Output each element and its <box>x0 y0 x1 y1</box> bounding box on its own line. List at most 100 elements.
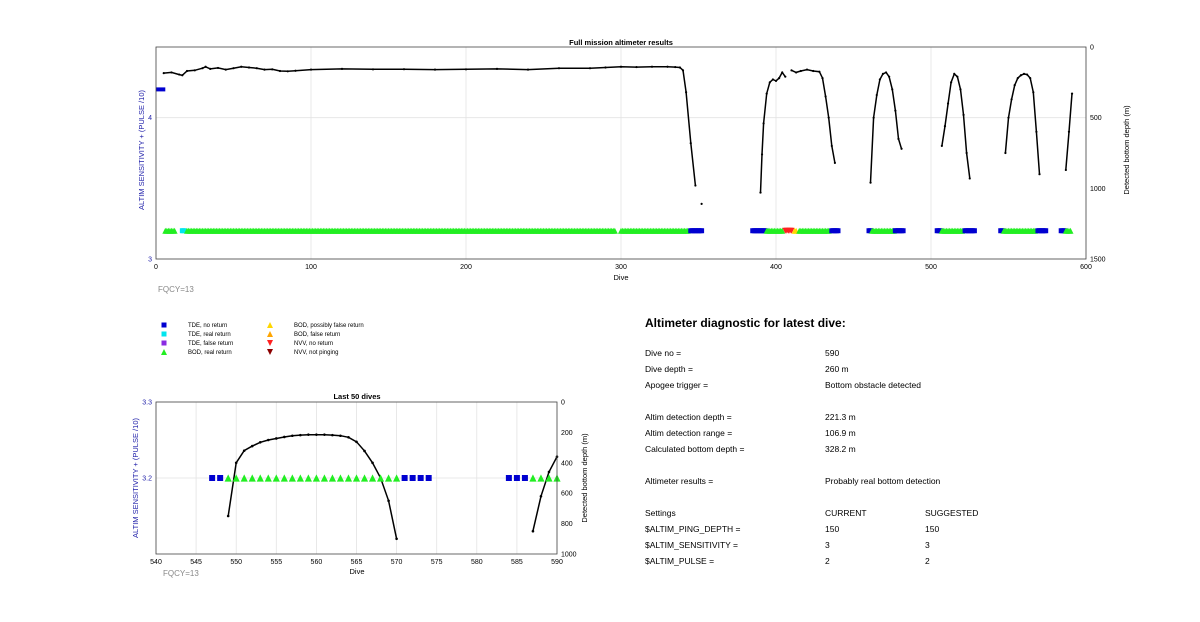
bottom-depth-point <box>1019 74 1023 77</box>
marker-tde-no <box>868 228 874 234</box>
x-tick-label: 540 <box>150 559 162 566</box>
bottom-depth-point <box>234 461 238 465</box>
marker-bod-real <box>320 474 329 482</box>
legend-swatch-bod-false <box>267 331 273 337</box>
legend-swatch-tde-no <box>161 322 167 328</box>
bottom-depth-point <box>1016 76 1019 80</box>
marker-tde-no <box>513 475 520 481</box>
y-left-tick-label: 3.2 <box>142 476 152 483</box>
bottom-depth-point <box>784 75 787 78</box>
bottom-x-axis-label: Dive <box>349 567 364 576</box>
marker-bod-real <box>256 474 264 482</box>
bottom-depth-point <box>762 122 765 125</box>
bottom-depth-point <box>283 435 286 439</box>
marker-bod-real <box>611 227 618 234</box>
bottom-depth-point <box>495 67 499 71</box>
bottom-depth-point <box>387 499 390 503</box>
bottom-depth-point <box>258 440 262 444</box>
pulse-label: $ALTIM_PULSE = <box>645 556 715 566</box>
bottom-depth-point <box>790 69 793 72</box>
bottom-depth-point <box>531 529 535 533</box>
y-right-tick-label: 600 <box>561 491 573 498</box>
bottom-depth-point <box>371 68 375 71</box>
bottom-depth-point <box>778 76 781 80</box>
bottom-depth-point <box>666 65 669 68</box>
bottom-depth-point <box>1004 151 1007 155</box>
settings-label: Settings <box>645 508 676 518</box>
bottom-depth-point <box>185 69 189 73</box>
y-right-tick-label: 1000 <box>561 552 577 559</box>
marker-bod-real <box>384 474 393 482</box>
bottom-depth-point <box>216 66 220 70</box>
bottom-depth-point <box>953 72 956 75</box>
bottom-depth-point <box>339 434 342 438</box>
bottom-depth-point <box>209 67 212 71</box>
altim-detection-range-label: Altim detection range = <box>645 428 733 438</box>
marker-bod-real <box>344 474 353 482</box>
x-tick-label: 545 <box>190 559 202 566</box>
bottom-depth-point <box>547 470 551 474</box>
bottom-depth-point <box>768 81 771 84</box>
bottom-depth-point <box>674 65 677 69</box>
marker-bod-real <box>232 474 240 482</box>
legend-label: NVV, not pinging <box>294 350 338 356</box>
bottom-depth-point <box>309 68 313 71</box>
bottom-depth-point <box>193 69 196 72</box>
bottom-depth-point <box>635 65 638 69</box>
altimeter-results-label: Altimeter results = <box>645 476 714 486</box>
y-right-tick-label: 800 <box>561 521 573 528</box>
bottom-depth-point <box>247 66 251 69</box>
bottom-depth-point <box>201 67 204 70</box>
marker-nvv-no <box>788 227 795 234</box>
marker-tde-no <box>699 228 705 234</box>
bottom-depth-point <box>799 69 802 73</box>
bottom-depth-point <box>255 67 258 70</box>
y-left-tick-label: 4 <box>148 115 152 122</box>
legend-label: NVV, no return <box>294 341 333 347</box>
x-tick-label: 0 <box>154 264 158 271</box>
altimeter-diagnostic-panel: Altimeter diagnostic for latest dive: Di… <box>645 312 1125 582</box>
bottom-depth-point <box>557 67 561 70</box>
altim-detection-depth-label: Altim detection depth = <box>645 412 732 422</box>
bottom-depth-point <box>226 514 230 518</box>
x-tick-label: 585 <box>511 559 523 566</box>
top-x-axis-label: Dive <box>613 273 628 282</box>
bottom-fqcy-note: FQCY=13 <box>163 569 199 578</box>
bottom-depth-point <box>181 74 184 77</box>
y-left-tick-label: 3.3 <box>142 400 152 407</box>
bottom-depth-point <box>959 88 962 91</box>
bottom-y-axis-left-label: ALTIM SENSITIVITY + (PULSE /10) <box>131 418 140 538</box>
bottom-depth-point <box>888 75 891 78</box>
legend-swatch-bod-possibly-false <box>267 322 273 328</box>
marker-bod-real <box>537 474 545 482</box>
marker-tde-no <box>835 228 841 234</box>
bottom-depth-point <box>162 72 165 75</box>
bottom-depth-point <box>604 66 607 69</box>
bottom-depth-point <box>170 71 173 74</box>
bottom-depth-point <box>771 78 775 81</box>
bottom-depth-point <box>315 433 318 436</box>
marker-tde-no <box>900 228 906 234</box>
bottom-depth-point <box>685 91 688 94</box>
marker-bod-real <box>171 227 178 234</box>
bottom-depth-point <box>588 67 592 70</box>
sensitivity-label: $ALTIM_SENSITIVITY = <box>645 540 738 550</box>
apogee-label: Apogee trigger = <box>645 380 709 390</box>
legend-label: BOD, real return <box>188 350 232 356</box>
x-tick-label: 580 <box>471 559 483 566</box>
bottom-depth-point <box>464 68 468 71</box>
marker-bod-real <box>280 474 288 482</box>
bottom-depth-point <box>395 537 398 541</box>
bottom-depth-point <box>891 88 894 91</box>
marker-bod-real <box>224 474 232 482</box>
bottom-depth-point <box>1022 72 1026 75</box>
sensitivity-suggested: 3 <box>925 540 930 550</box>
marker-tde-no <box>217 475 224 481</box>
bottom-depth-point <box>827 116 830 119</box>
bottom-depth-point <box>286 70 289 73</box>
marker-bod-real <box>288 474 296 482</box>
y-right-tick-label: 400 <box>561 460 573 467</box>
marker-bod-real <box>529 474 537 482</box>
bottom-depth-point <box>878 78 881 81</box>
bottom-depth-point <box>250 444 254 448</box>
